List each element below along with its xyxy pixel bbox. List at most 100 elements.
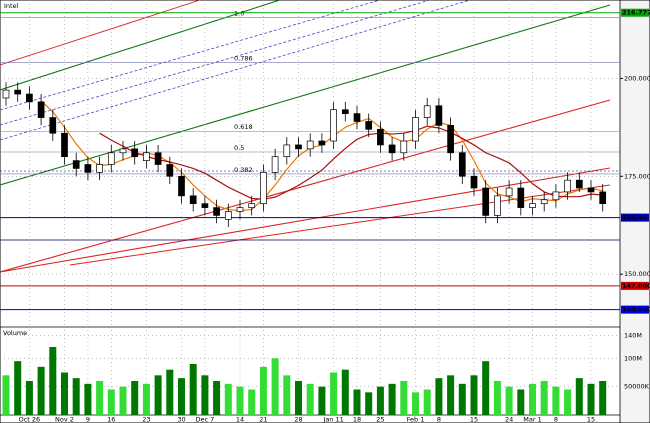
price-tag-label: 216.7770 [622,9,650,17]
candle-body [341,109,349,114]
x-tick-label: Oct 26 [19,416,41,423]
right-axis-strip [620,0,650,423]
volume-bar [189,364,197,415]
y-tick-label: 175.000 [624,172,650,180]
volume-bar [271,358,279,415]
trend-line [0,167,611,273]
volume-bar [213,381,221,415]
candle-body [61,132,68,158]
volume-bar [295,381,302,415]
volume-bar [529,383,536,415]
x-tick-label: Jan 11 [322,416,343,423]
volume-bar [72,378,80,415]
chart-title: Intel [4,2,19,10]
x-tick-label: 15 [470,416,478,423]
candle-body [166,164,174,177]
volume-bar [119,386,127,415]
volume-bar [201,375,209,415]
volume-bar [37,366,45,415]
candle-body [365,121,373,130]
volume-bar [599,381,607,415]
x-tick-label: 18 [353,416,361,423]
x-tick-label: Mar 1 [523,416,541,423]
candle-body [224,211,232,220]
level-label: 1.0 [234,10,244,18]
candle-body [107,152,115,165]
candle-body [599,191,607,205]
level-label: 0.618 [234,123,253,131]
trend-line [0,0,471,141]
volume-bar [248,389,256,415]
volume-bar [236,386,244,415]
moving-average [99,125,603,200]
volume-bar [505,386,513,415]
x-tick-label: 8 [437,416,441,423]
x-tick-label: 15 [587,416,595,423]
volume-tick-label: 50000K [624,383,650,391]
volume-bar [458,383,466,415]
volume-bar [25,381,33,415]
candle-body [236,207,244,212]
volume-bar [283,375,291,415]
volume-bar [365,392,373,415]
level-label: 0.786 [234,55,253,63]
candle-body [154,152,162,165]
candle-body [400,140,408,154]
candle-body [447,125,454,154]
volume-bar [49,347,57,415]
price-tag-label: 140.9400 [622,306,650,314]
volume-bar [154,375,162,415]
level-label: 0.5 [234,144,244,152]
x-tick-label: 9 [86,416,90,423]
candle-body [423,105,431,118]
volume-bar [318,386,326,415]
candle-body [552,191,560,201]
volume-bar [470,375,478,415]
volume-bar [564,389,572,415]
volume-bar [84,383,92,415]
volume-bar [224,383,232,415]
candle-body [353,113,361,122]
x-tick-label: 30 [177,416,185,423]
candle-body [505,187,513,197]
trend-line [0,4,611,186]
volume-bar [587,383,595,415]
trend-line [0,0,381,111]
candle-body [517,187,525,208]
candle-body [330,109,337,142]
candle-body [482,187,490,216]
volume-bar [131,381,139,415]
candle-body [96,164,103,173]
volume-bar [435,378,443,415]
volume-bar [493,381,501,415]
y-tick-label: 150.000 [624,270,650,278]
volume-tick-label: 140M [624,332,642,340]
candle-body [213,207,220,216]
volume-bar [412,392,419,415]
volume-bar [388,383,396,415]
candle-body [49,117,57,134]
candle-body [131,148,139,158]
x-tick-label: Feb 1 [407,416,425,423]
volume-bar [376,386,384,415]
volume-bar [341,369,349,415]
price-tag [621,8,649,17]
candle-body [283,144,291,158]
candle-body [575,179,583,189]
volume-bar [552,386,560,415]
candle-body [37,101,45,118]
candle-body [26,93,33,103]
candle-body [14,89,22,95]
volume-bar [61,372,68,415]
candle-body [318,140,326,146]
candle-body [178,175,185,197]
x-tick-label: 21 [259,416,267,423]
candle-body [540,199,548,205]
candle-body [189,195,197,205]
volume-bar [107,389,115,415]
candle-body [306,140,314,150]
x-tick-label: 8 [554,416,558,423]
candle-body [564,179,571,193]
